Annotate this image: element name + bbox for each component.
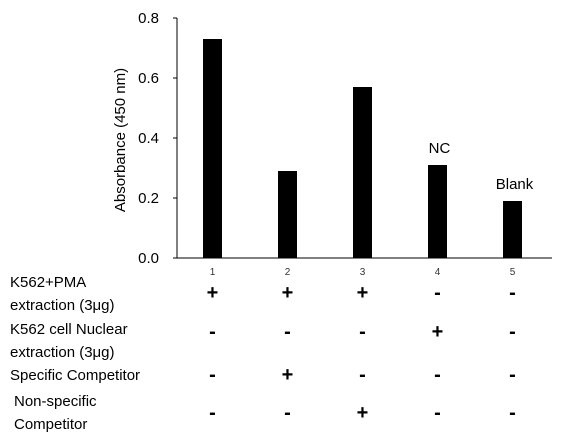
condition-sign: + [356,282,369,304]
condition-sign: - [509,321,516,343]
bar [203,39,222,258]
condition-label: Competitor [14,416,88,433]
condition-sign: - [284,402,291,424]
bar [503,201,522,258]
condition-label: Specific Competitor [10,367,141,384]
y-axis-ticks: 0.0 0.2 0.4 0.6 0.8 [138,10,177,267]
condition-label: extraction (3μg) [10,297,115,314]
condition-sign: - [284,321,291,343]
x-tick-label: 2 [285,267,291,278]
condition-sign: - [359,321,366,343]
y-tick-label: 0.0 [138,250,159,267]
x-tick-label: 4 [435,267,441,278]
condition-label: extraction (3μg) [10,344,115,361]
condition-sign: + [281,282,294,304]
condition-sign: + [281,364,294,386]
condition-sign: - [434,364,441,386]
x-tick-label: 1 [210,267,216,278]
condition-sign: - [509,282,516,304]
y-axis-title: Absorbance (450 nm) [112,68,129,212]
condition-sign: + [206,282,219,304]
condition-sign: - [509,364,516,386]
bar-annotation: Blank [496,176,534,193]
x-tick-labels: 1 2 3 4 5 [210,267,516,278]
y-tick-label: 0.8 [138,10,159,27]
x-tick-label: 3 [360,267,366,278]
bar-annotations: NC Blank [429,140,534,193]
bar [278,171,297,258]
condition-label: K562+PMA [10,274,87,291]
bar [428,165,447,258]
condition-sign: - [434,402,441,424]
bar [353,87,372,258]
condition-sign: + [356,402,369,424]
condition-label: K562 cell Nuclear [10,321,128,338]
condition-sign: - [209,364,216,386]
condition-label: Non-specific [14,393,97,410]
condition-sign: - [209,402,216,424]
condition-sign: - [359,364,366,386]
y-tick-label: 0.2 [138,190,159,207]
bars [203,39,522,258]
y-tick-label: 0.4 [138,130,159,147]
condition-sign: - [509,402,516,424]
bar-annotation: NC [429,140,451,157]
condition-sign: - [434,282,441,304]
condition-sign: + [431,321,444,343]
x-tick-label: 5 [510,267,516,278]
condition-sign: - [209,321,216,343]
y-tick-label: 0.6 [138,70,159,87]
